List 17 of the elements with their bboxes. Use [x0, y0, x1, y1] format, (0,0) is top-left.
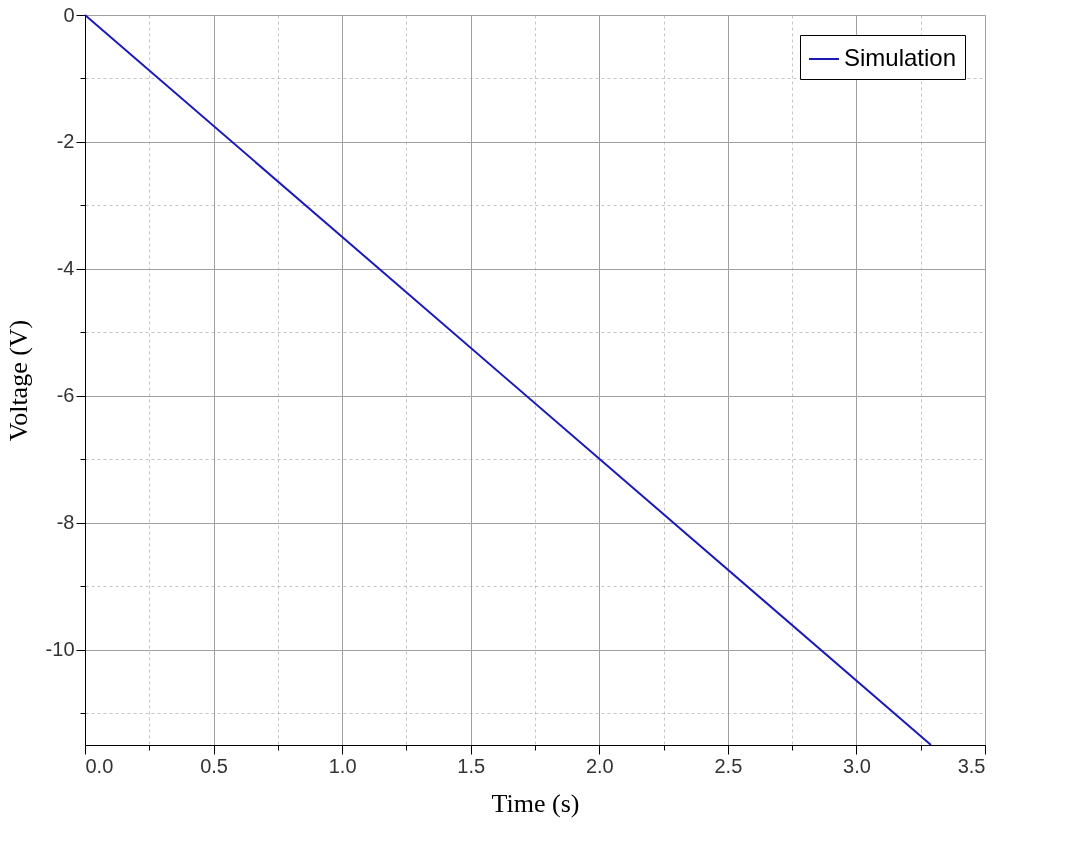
x-tick-label: 0.0	[85, 754, 114, 777]
x-tick-label: 1.0	[328, 754, 357, 777]
y-tick-label: -6	[56, 384, 75, 407]
legend-label: Simulation	[844, 44, 957, 71]
y-tick-label: -2	[56, 130, 75, 153]
x-tick-label: 0.5	[200, 754, 228, 777]
y-axis-title: Voltage (V)	[3, 319, 33, 442]
x-tick-label: 2.5	[714, 754, 743, 777]
x-tick-label: 2.0	[585, 754, 614, 777]
x-tick-label: 1.5	[457, 754, 486, 777]
x-tick-label: 3.0	[843, 754, 871, 777]
x-axis-title: Time (s)	[491, 788, 580, 818]
y-tick-label: -4	[56, 257, 75, 280]
y-tick-label: 0	[63, 3, 75, 26]
y-tick-label: -10	[45, 638, 75, 661]
y-tick-label: -8	[56, 511, 75, 534]
x-tick-label: 3.5	[957, 754, 986, 777]
